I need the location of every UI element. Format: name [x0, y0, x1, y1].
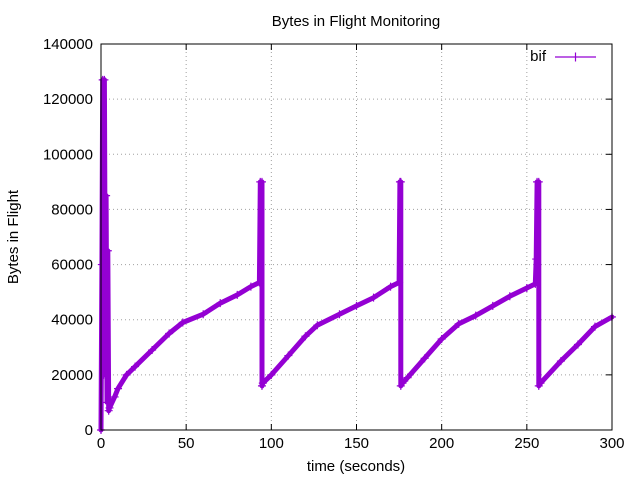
data-point-bif: [301, 332, 310, 341]
series-layer: [97, 75, 616, 434]
data-point-bif: [369, 293, 378, 302]
grid-lines: [101, 44, 612, 430]
data-point-bif: [102, 398, 111, 407]
x-tick-label: 250: [514, 435, 539, 452]
data-point-bif: [122, 370, 131, 379]
data-point-bif: [105, 403, 114, 412]
data-point-bif: [267, 370, 276, 379]
data-point-bif: [114, 384, 123, 393]
data-point-bif: [255, 278, 264, 287]
data-point-bif: [178, 318, 187, 327]
data-point-bif: [386, 282, 395, 291]
data-point-bif: [395, 278, 404, 287]
data-point-bif: [335, 310, 344, 319]
data-point-bif: [531, 279, 540, 288]
y-tick-label: 60000: [51, 257, 93, 274]
x-tick-label: 150: [344, 435, 369, 452]
plot-frame: [100, 43, 613, 431]
data-point-bif: [420, 354, 429, 363]
data-point-bif: [100, 75, 109, 84]
data-point-bif: [437, 335, 446, 344]
data-point-bif: [471, 311, 480, 320]
x-tick-label: 0: [97, 435, 105, 452]
x-tick-label: 50: [178, 435, 195, 452]
data-point-bif: [532, 255, 541, 264]
data-point-bif: [97, 260, 106, 269]
data-point-bif: [257, 177, 266, 186]
y-tick-label: 100000: [43, 146, 93, 163]
data-point-bif: [110, 392, 119, 401]
y-tick-label: 20000: [51, 367, 93, 384]
data-point-bif: [454, 319, 463, 328]
x-tick-label: 100: [259, 435, 284, 452]
x-tick-label: 300: [599, 435, 624, 452]
legend-label-bif: bif: [530, 48, 547, 65]
data-point-bif: [102, 191, 111, 200]
data-point-bif: [522, 284, 531, 293]
data-point-bif: [258, 379, 267, 388]
data-point-bif: [534, 177, 543, 186]
data-point-bif: [403, 373, 412, 382]
x-axis-title: time (seconds): [307, 458, 405, 475]
data-point-bif: [573, 340, 582, 349]
data-point-bif: [505, 292, 514, 301]
data-point-bif: [103, 246, 112, 255]
data-point-bif: [148, 346, 157, 355]
data-point-bif: [352, 301, 361, 310]
data-point-bif: [396, 177, 405, 186]
data-point-bif: [556, 357, 565, 366]
data-point-bif: [590, 322, 599, 331]
data-point-bif: [216, 299, 225, 308]
data-point-bif: [131, 362, 140, 371]
data-point-bif: [398, 379, 407, 388]
legend: bif: [530, 48, 596, 65]
y-tick-label: 80000: [51, 201, 93, 218]
data-point-bif: [488, 301, 497, 310]
chart-title: Bytes in Flight Monitoring: [272, 13, 440, 30]
data-point-bif: [246, 282, 255, 291]
y-tick-label: 140000: [43, 36, 93, 53]
x-tick-label: 200: [429, 435, 454, 452]
data-point-bif: [536, 379, 545, 388]
y-tick-label: 120000: [43, 91, 93, 108]
y-axis-title: Bytes in Flight: [5, 189, 22, 284]
y-tick-label: 40000: [51, 312, 93, 329]
data-point-bif: [199, 310, 208, 319]
data-point-bif: [313, 321, 322, 330]
data-point-bif: [284, 351, 293, 360]
y-tick-label: 0: [85, 422, 93, 439]
data-point-bif: [101, 315, 110, 324]
axis-ticks: 0 50 100 150 200 250 300 0 20000 40000 60000 80000 1…: [43, 36, 625, 452]
data-point-bif: [165, 329, 174, 338]
data-point-bif: [233, 290, 242, 299]
